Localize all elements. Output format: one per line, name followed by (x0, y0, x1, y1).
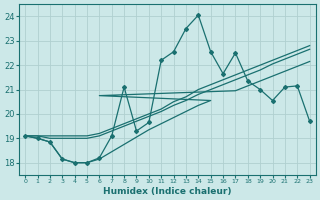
X-axis label: Humidex (Indice chaleur): Humidex (Indice chaleur) (103, 187, 232, 196)
